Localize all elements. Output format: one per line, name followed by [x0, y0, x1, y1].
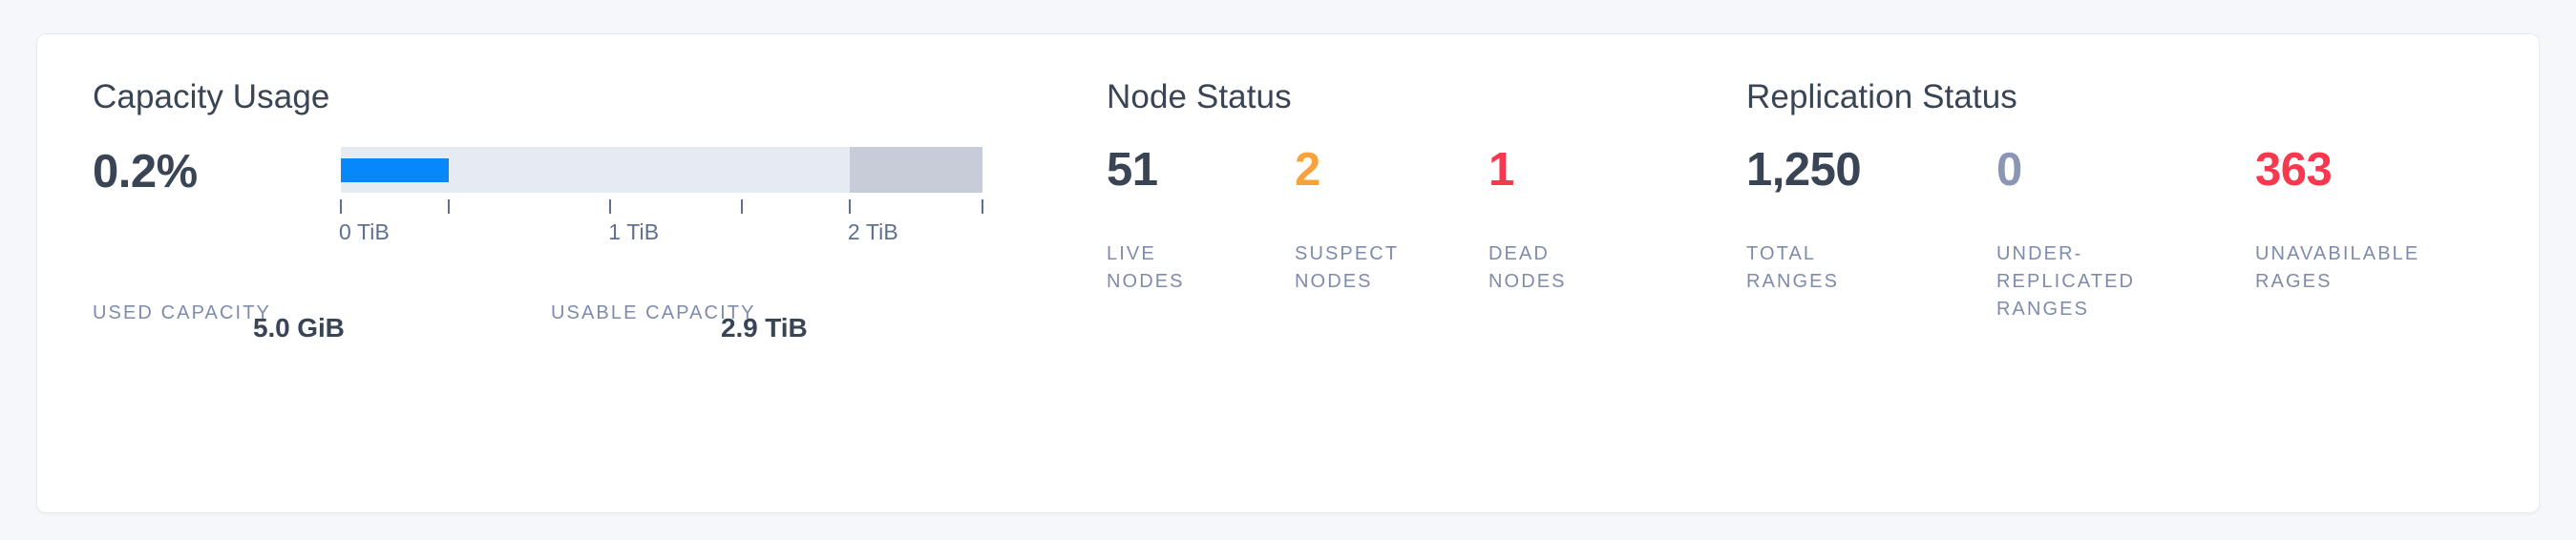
- suspect-nodes-value: 2: [1295, 144, 1320, 196]
- capacity-axis-tick: [340, 199, 342, 214]
- total-ranges-value: 1,250: [1746, 144, 1862, 196]
- capacity-axis-tick: [848, 199, 851, 214]
- replication-status-section: Replication Status 1,250 TOTAL RANGES 0 …: [1746, 34, 2510, 512]
- capacity-usage-section: Capacity Usage 0.2% 0 TiB 1 TiB 2 TiB USED…: [93, 34, 1028, 512]
- dead-nodes-value: 1: [1489, 144, 1514, 196]
- node-status-title: Node Status: [1107, 78, 1292, 115]
- under-replicated-ranges-label: UNDER- REPLICATED RANGES: [1996, 243, 2136, 320]
- unavailable-ranges-value: 363: [2255, 144, 2333, 196]
- under-replicated-ranges-value: 0: [1996, 144, 2022, 196]
- usable-capacity-value: 2.9 TiB: [721, 313, 808, 343]
- replication-status-title: Replication Status: [1746, 78, 2017, 115]
- capacity-axis-tick-label: 0 TiB: [339, 219, 390, 244]
- capacity-bar-unavailable-segment: [849, 147, 982, 193]
- capacity-axis-tick: [982, 199, 983, 214]
- capacity-axis-tick: [741, 199, 743, 214]
- used-capacity-value: 5.0 GiB: [253, 313, 345, 343]
- capacity-usage-title: Capacity Usage: [93, 78, 330, 115]
- capacity-axis-tick-label: 1 TiB: [608, 219, 660, 244]
- live-nodes-value: 51: [1107, 144, 1158, 196]
- dead-nodes-label: DEAD NODES: [1489, 243, 1567, 292]
- capacity-axis-tick-label: 2 TiB: [847, 219, 898, 244]
- unavailable-ranges-label: UNAVABILABLE RAGES: [2255, 243, 2420, 292]
- capacity-percent-value: 0.2%: [93, 146, 198, 197]
- used-capacity-label: USED CAPACITY: [93, 302, 271, 323]
- live-nodes-label: LIVE NODES: [1107, 243, 1185, 292]
- total-ranges-label: TOTAL RANGES: [1746, 243, 1840, 292]
- cluster-summary-card: Capacity Usage 0.2% 0 TiB 1 TiB 2 TiB USED…: [36, 33, 2540, 513]
- capacity-usage-chart: 0 TiB 1 TiB 2 TiB: [339, 147, 983, 252]
- capacity-bar-axis: 0 TiB 1 TiB 2 TiB: [339, 193, 983, 252]
- node-status-section: Node Status 51 LIVE NODES 2 SUSPECT NODE…: [1107, 34, 1699, 512]
- suspect-nodes-label: SUSPECT NODES: [1295, 243, 1400, 292]
- usable-capacity-label: USABLE CAPACITY: [551, 302, 756, 323]
- capacity-axis-tick: [609, 199, 612, 214]
- capacity-axis-tick: [447, 199, 450, 214]
- capacity-bar-track: [341, 147, 982, 193]
- capacity-bar-used-fill: [341, 158, 449, 182]
